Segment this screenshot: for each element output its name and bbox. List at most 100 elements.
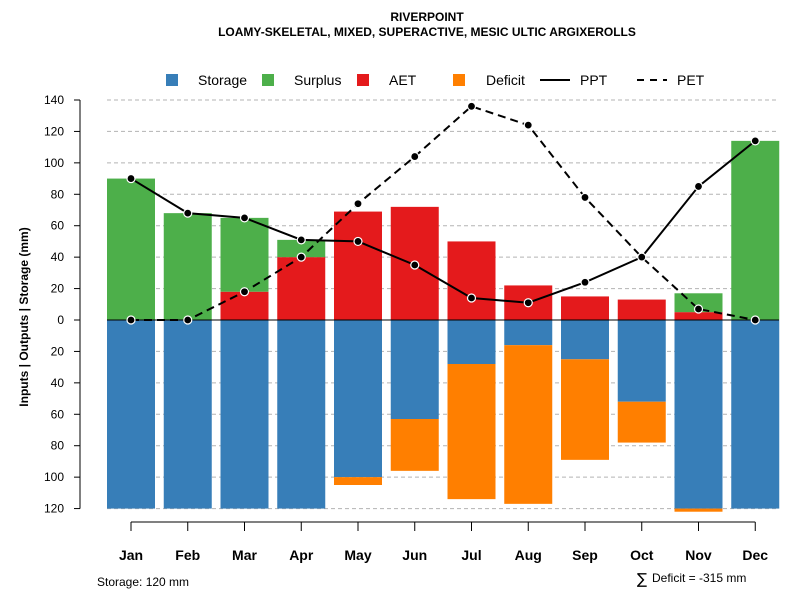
ppt-line [130, 140, 756, 304]
pet-point [296, 252, 306, 262]
x-tick-label: Sep [572, 547, 598, 563]
legend-swatch [453, 74, 465, 86]
y-tick-label: 120 [44, 502, 64, 516]
ppt-point [693, 181, 704, 192]
legend-label: PPT [580, 72, 608, 88]
bar-storage [107, 320, 155, 509]
legend-item-storage: Storage [166, 72, 247, 88]
legend-swatch [166, 74, 178, 86]
y-tick-label: 20 [51, 282, 65, 296]
bar-aet [561, 296, 609, 320]
pet-point [239, 287, 250, 297]
bar-deficit [504, 345, 553, 504]
legend-item-aet: AET [357, 72, 417, 88]
bar-storage [674, 320, 723, 509]
bar-storage [220, 320, 269, 509]
x-axis: Jan Feb Mar Apr May Jun Jul Aug Sep Oct Nov Dec [119, 521, 768, 563]
y-tick-label: 40 [51, 376, 65, 390]
chart-subtitle: LOAMY-SKELETAL, MIXED, SUPERACTIVE, MESI… [218, 25, 636, 39]
pet-point [466, 101, 477, 111]
bar-storage [561, 320, 609, 360]
bar-surplus [163, 213, 212, 320]
bar-storage [334, 320, 382, 478]
y-tick-label: 80 [51, 439, 65, 453]
bar-storage [277, 320, 326, 509]
legend-label: PET [677, 72, 705, 88]
x-tick-label: Feb [175, 547, 200, 563]
pet-point [693, 304, 704, 314]
bar-aet [674, 312, 723, 320]
y-tick-label: 0 [57, 313, 64, 327]
bar-aet [220, 291, 269, 320]
ppt-point [580, 277, 590, 287]
y-tick-label: 20 [51, 344, 65, 358]
x-tick-label: Nov [685, 547, 712, 563]
y-tick-label: 60 [51, 407, 65, 421]
pet-point [353, 199, 363, 209]
bar-aet [617, 299, 666, 320]
bar-storage [731, 320, 780, 509]
legend-label: AET [389, 72, 417, 88]
ppt-point [239, 213, 250, 223]
bar-storage [163, 320, 212, 509]
ppt-point [183, 208, 193, 218]
ppt-point [126, 173, 136, 184]
ppt-point [750, 136, 760, 146]
ppt-point [410, 260, 420, 270]
x-tick-label: Mar [232, 547, 257, 563]
y-tick-label: 100 [44, 156, 64, 170]
bar-deficit [390, 418, 439, 471]
ppt-point [523, 298, 533, 308]
deficit-note: Deficit = -315 mm [652, 571, 746, 585]
legend: Storage Surplus AET Deficit PPT PET [166, 72, 705, 88]
y-tick-label: 140 [44, 93, 64, 107]
x-tick-label: Jun [402, 547, 427, 563]
sum-symbol: ∑ [637, 570, 647, 588]
ppt-point [353, 236, 363, 247]
x-tick-label: Jan [119, 547, 143, 563]
y-axis-label: Inputs | Outputs | Storage (mm) [17, 227, 31, 406]
bar-aet [334, 211, 382, 320]
storage-note: Storage: 120 mm [97, 575, 189, 589]
ppt-point [296, 235, 306, 245]
bars [107, 140, 780, 512]
x-tick-label: Oct [630, 547, 654, 563]
y-tick-label: 80 [51, 187, 65, 201]
pet-point [183, 315, 193, 325]
legend-item-ppt: PPT [540, 72, 608, 88]
x-tick-label: Apr [289, 547, 314, 563]
bar-deficit [561, 359, 609, 460]
x-tick-label: Aug [515, 547, 542, 563]
x-tick-label: Jul [461, 547, 481, 563]
legend-item-pet: PET [637, 72, 705, 88]
bar-storage [504, 320, 553, 346]
bar-surplus [107, 178, 155, 320]
legend-label: Storage [198, 72, 247, 88]
ppt-point [637, 252, 647, 262]
legend-item-surplus: Surplus [262, 72, 341, 88]
x-tick-label: May [344, 547, 371, 563]
pet-point [523, 120, 533, 130]
pet-point [410, 151, 420, 162]
legend-label: Deficit [486, 72, 525, 88]
bar-deficit [674, 508, 723, 512]
bar-deficit [617, 401, 666, 443]
bar-storage [447, 320, 496, 364]
bar-surplus [277, 239, 326, 258]
bar-surplus [220, 217, 269, 292]
pet-point [126, 315, 136, 325]
y-tick-label: 100 [44, 470, 64, 484]
pet-point [750, 315, 760, 325]
bar-aet [277, 257, 326, 320]
ppt-point [466, 293, 477, 303]
series-lines [126, 101, 760, 325]
legend-label: Surplus [294, 72, 341, 88]
y-tick-label: 120 [44, 124, 64, 138]
bar-deficit [334, 477, 382, 485]
bar-aet [447, 241, 496, 320]
legend-swatch [262, 74, 274, 86]
bar-deficit [447, 363, 496, 500]
y-tick-label: 40 [51, 250, 65, 264]
pet-line [131, 105, 756, 321]
